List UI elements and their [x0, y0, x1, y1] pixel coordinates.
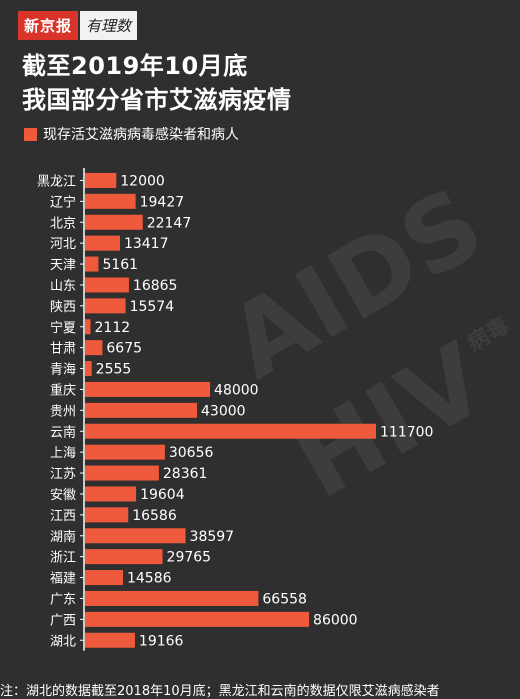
- category-label: 上海: [50, 446, 76, 461]
- value-label: 16586: [132, 508, 177, 524]
- category-label: 天津: [50, 258, 76, 273]
- bar: [85, 298, 126, 314]
- bar: [85, 402, 198, 418]
- value-label: 16865: [133, 278, 178, 294]
- column-name: 有理数: [80, 10, 138, 40]
- bar: [85, 507, 129, 523]
- value-label: 12000: [120, 173, 165, 189]
- bar: [85, 486, 137, 502]
- category-label: 贵州: [50, 404, 76, 419]
- bar: [85, 214, 143, 230]
- value-label: 29765: [167, 550, 212, 566]
- value-label: 66558: [262, 591, 307, 607]
- category-label: 安徽: [50, 488, 76, 503]
- footnote: 注：湖北的数据截至2018年10月底；黑龙江和云南的数据仅限艾滋病感染者: [0, 684, 440, 699]
- value-label: 22147: [147, 215, 192, 231]
- category-label: 云南: [50, 424, 76, 440]
- brand-name: 新京报: [18, 10, 79, 40]
- bar: [85, 549, 163, 565]
- category-label: 北京: [50, 216, 76, 231]
- bar: [85, 319, 91, 335]
- bar-chart: 黑龙江 12000 辽宁 19427 北京 22147 河北 13417 天津 5161 山东 168…: [37, 168, 433, 651]
- category-label: 河北: [50, 237, 76, 252]
- bar: [85, 193, 136, 209]
- value-label: 28361: [163, 466, 208, 482]
- chart-legend: 现存活艾滋病病毒感染者和病人: [24, 124, 239, 144]
- value-label: 15574: [130, 299, 175, 315]
- value-label: 111700: [380, 424, 433, 440]
- value-label: 43000: [201, 403, 246, 419]
- bar: [85, 172, 117, 188]
- value-label: 14586: [127, 571, 172, 587]
- legend-label: 现存活艾滋病病毒感染者和病人: [43, 127, 239, 143]
- value-label: 30656: [169, 445, 214, 461]
- category-label: 广西: [50, 613, 76, 628]
- chart-title-line2: 我国部分省市艾滋病疫情: [22, 86, 292, 114]
- category-label: 江西: [50, 509, 76, 524]
- category-label: 宁夏: [50, 320, 76, 336]
- category-label: 江苏: [50, 466, 76, 482]
- category-label: 青海: [50, 363, 76, 378]
- bar: [85, 465, 159, 481]
- value-label: 2555: [96, 362, 132, 378]
- bar: [85, 235, 120, 251]
- legend-swatch: [24, 127, 37, 141]
- category-label: 陕西: [50, 300, 76, 315]
- category-label: 福建: [50, 572, 76, 587]
- value-label: 2112: [95, 320, 131, 336]
- bar: [85, 277, 129, 293]
- category-label: 甘肃: [50, 342, 76, 357]
- category-label: 广东: [50, 592, 76, 607]
- value-label: 19604: [140, 487, 185, 503]
- category-label: 重庆: [50, 382, 76, 398]
- category-label: 湖南: [50, 529, 76, 545]
- value-label: 38597: [190, 529, 235, 545]
- bar: [85, 632, 135, 648]
- category-label: 辽宁: [50, 194, 76, 210]
- value-label: 6675: [106, 341, 142, 357]
- bar: [85, 361, 92, 377]
- value-label: 5161: [102, 257, 138, 273]
- bar: [85, 611, 310, 627]
- bar: [85, 590, 259, 606]
- bar: [85, 444, 165, 460]
- category-label: 黑龙江: [37, 174, 76, 189]
- value-label: 48000: [214, 382, 259, 398]
- bar: [85, 570, 123, 586]
- value-label: 19166: [139, 633, 184, 649]
- bar: [85, 528, 186, 544]
- value-label: 19427: [140, 194, 185, 210]
- category-label: 浙江: [50, 551, 76, 566]
- bar: [85, 256, 99, 272]
- chart-title-line1: 截至2019年10月底: [22, 52, 248, 80]
- category-label: 湖北: [50, 634, 76, 649]
- brand-logo: 新京报 有理数: [18, 10, 160, 40]
- value-label: 13417: [124, 236, 169, 252]
- value-label: 86000: [313, 612, 358, 628]
- bar: [85, 381, 211, 397]
- bar: [85, 340, 103, 356]
- category-label: 山东: [50, 279, 76, 294]
- bar: [85, 423, 376, 439]
